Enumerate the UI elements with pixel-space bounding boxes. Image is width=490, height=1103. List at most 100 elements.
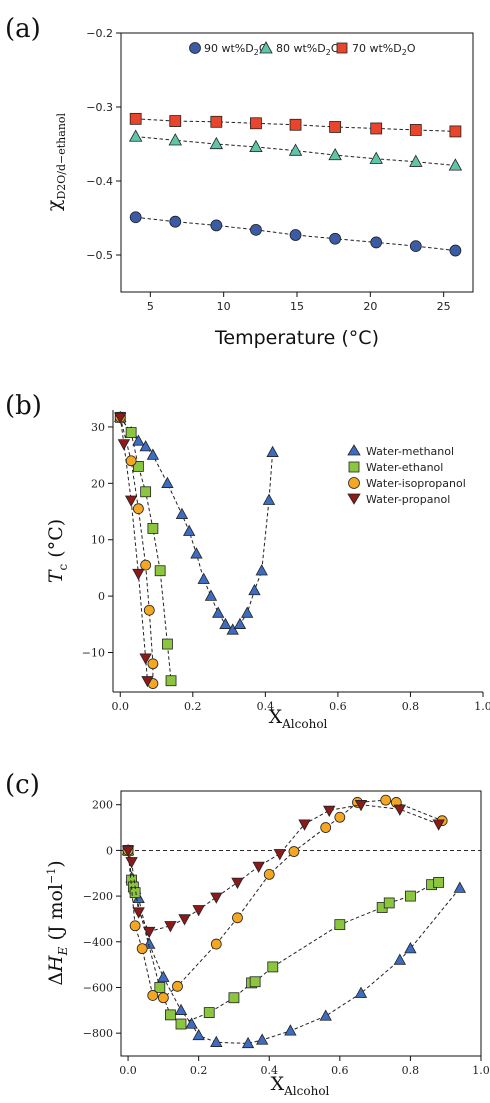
series-line-b-3 bbox=[119, 417, 148, 681]
panel-b-axes bbox=[112, 410, 483, 693]
data-point-c-2 bbox=[334, 811, 346, 823]
legend-a-80-label: 80 wt%D2O bbox=[276, 42, 340, 57]
data-point-b-0 bbox=[262, 493, 276, 505]
legend-b-isopropanol-marker bbox=[348, 477, 360, 489]
data-point-c-1 bbox=[433, 876, 445, 888]
data-point-c-3 bbox=[132, 907, 145, 919]
panel-a-ticks: 5 10 15 20 25 −0.5 −0.4 −0.3 −0.2 bbox=[86, 27, 450, 313]
data-point-a-0 bbox=[250, 223, 262, 236]
data-point-c-2 bbox=[172, 980, 183, 992]
y-tick-label: 10 bbox=[91, 534, 105, 547]
panel-b-ticks: 0.0 0.2 0.4 0.6 0.8 1.0 −10 0 10 20 30 bbox=[82, 421, 490, 713]
data-point-c-2 bbox=[232, 912, 243, 924]
data-point-c-0 bbox=[241, 1036, 255, 1049]
data-point-b-1 bbox=[125, 427, 137, 438]
data-point-b-0 bbox=[161, 476, 174, 488]
y-tick-label: −200 bbox=[83, 890, 113, 903]
data-point-b-1 bbox=[165, 675, 177, 687]
data-point-a-0 bbox=[409, 240, 422, 253]
panel-a-frame bbox=[120, 32, 474, 293]
data-point-c-1 bbox=[165, 1009, 176, 1021]
panel-b-x-axis-title: XAlcohol bbox=[269, 706, 328, 731]
data-point-a-0 bbox=[370, 236, 383, 249]
panel-b-plot-area bbox=[114, 410, 279, 689]
data-point-a-1 bbox=[209, 136, 224, 150]
y-tick-label: −0.5 bbox=[86, 249, 113, 262]
data-point-c-1 bbox=[267, 961, 279, 973]
y-tick-label: −0.2 bbox=[86, 27, 113, 40]
panel-c-x-axis-title: XAlcohol bbox=[271, 1073, 330, 1098]
data-point-b-0 bbox=[146, 448, 160, 460]
data-point-a-0 bbox=[129, 211, 142, 224]
data-point-b-3 bbox=[132, 568, 145, 581]
data-point-c-0 bbox=[393, 953, 407, 965]
x-tick-label: 25 bbox=[437, 300, 451, 313]
x-tick-label: 0.4 bbox=[257, 700, 275, 713]
y-tick-label: −0.3 bbox=[86, 101, 113, 114]
legend-a-70-label: 70 wt%D2O bbox=[352, 42, 416, 57]
data-point-c-0 bbox=[185, 1017, 198, 1029]
data-point-a-1 bbox=[409, 154, 423, 167]
series-line-c-2 bbox=[127, 799, 443, 999]
data-point-a-1 bbox=[448, 158, 463, 171]
data-point-b-3 bbox=[117, 439, 131, 451]
data-point-c-2 bbox=[210, 938, 222, 950]
panel-a-x-axis-title: Temperature (°C) bbox=[214, 327, 379, 349]
y-tick-label: 20 bbox=[91, 477, 105, 490]
legend-a-90-marker bbox=[189, 42, 201, 54]
y-tick-label: −600 bbox=[83, 981, 113, 994]
data-point-c-0 bbox=[192, 1028, 205, 1041]
data-point-b-1 bbox=[147, 523, 159, 534]
data-point-c-3 bbox=[354, 800, 368, 812]
series-line-c-0 bbox=[127, 850, 461, 1044]
legend-a-90-label: 90 wt%D2O bbox=[204, 42, 268, 57]
data-point-a-1 bbox=[288, 143, 303, 156]
legend-a-70-marker bbox=[336, 42, 348, 54]
data-point-c-1 bbox=[228, 992, 240, 1004]
data-point-c-2 bbox=[263, 868, 275, 880]
data-point-a-2 bbox=[329, 121, 342, 133]
data-point-c-3 bbox=[164, 921, 177, 933]
data-point-b-2 bbox=[143, 604, 155, 616]
panel-c-frame bbox=[120, 790, 482, 1057]
data-point-c-3 bbox=[121, 845, 135, 857]
series-line-b-0 bbox=[119, 417, 274, 631]
x-tick-label: 1.0 bbox=[474, 700, 490, 713]
data-point-c-3 bbox=[252, 861, 265, 873]
x-tick-label: 0.4 bbox=[260, 1064, 278, 1077]
y-tick-label: −10 bbox=[82, 647, 105, 660]
data-point-a-1 bbox=[168, 133, 182, 146]
data-point-b-3 bbox=[124, 495, 138, 507]
legend-b-ethanol-label: Water-ethanol bbox=[366, 461, 443, 474]
data-point-c-1 bbox=[203, 1007, 215, 1018]
x-tick-label: 1.0 bbox=[472, 1064, 490, 1077]
data-point-b-0 bbox=[132, 434, 145, 446]
series-line-b-1 bbox=[119, 417, 172, 681]
data-point-b-0 bbox=[226, 623, 239, 635]
panel-a-plot-area bbox=[128, 112, 463, 257]
data-point-b-0 bbox=[241, 606, 254, 618]
data-point-c-1 bbox=[405, 890, 416, 902]
x-tick-label: 10 bbox=[217, 300, 231, 313]
data-point-b-1 bbox=[154, 565, 166, 577]
data-point-a-2 bbox=[370, 122, 383, 135]
x-tick-label: 0.0 bbox=[112, 700, 130, 713]
data-point-c-0 bbox=[174, 1003, 188, 1015]
x-tick-label: 0.6 bbox=[329, 700, 347, 713]
data-point-c-3 bbox=[210, 892, 223, 904]
data-point-b-0 bbox=[190, 547, 203, 559]
data-point-b-0 bbox=[204, 589, 218, 601]
data-point-a-0 bbox=[289, 229, 302, 241]
data-point-a-0 bbox=[329, 232, 342, 245]
y-tick-label: −0.4 bbox=[86, 175, 113, 188]
data-point-b-0 bbox=[248, 583, 261, 596]
panel-a-legend: 90 wt%D2O 80 wt%D2O 70 wt%D2O bbox=[189, 41, 416, 57]
data-point-c-3 bbox=[393, 804, 407, 816]
data-point-c-2 bbox=[157, 992, 169, 1004]
legend-b-methanol-marker bbox=[347, 444, 361, 456]
data-point-a-2 bbox=[409, 124, 422, 136]
data-point-b-0 bbox=[212, 606, 225, 618]
data-point-c-3 bbox=[231, 877, 244, 889]
data-point-a-2 bbox=[449, 125, 462, 138]
data-point-c-1 bbox=[334, 919, 346, 931]
